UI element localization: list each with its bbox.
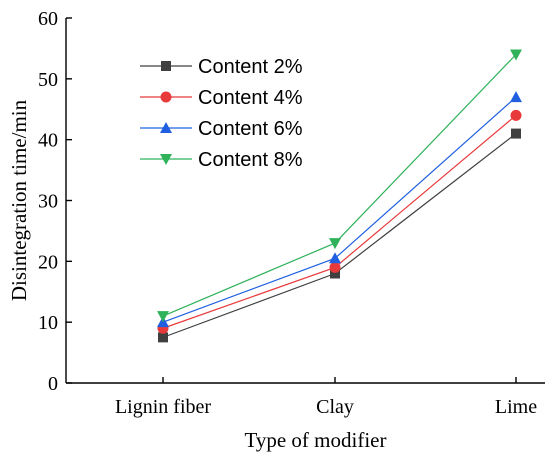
data-point <box>158 332 168 343</box>
legend: Content 2% Content 4% Content 6% Content 8% <box>140 56 303 171</box>
y-tick-label: 30 <box>38 191 58 213</box>
x-tick-label: Clay <box>316 396 354 418</box>
axes: 0 10 20 30 40 50 60 Lignin fiber Clay Lime <box>38 8 545 418</box>
legend-label: Content 8% <box>198 149 303 171</box>
y-axis-title: Disintegration time/min <box>7 99 31 301</box>
legend-label: Content 6% <box>198 118 303 140</box>
x-tick-label: Lignin fiber <box>115 396 211 418</box>
legend-marker <box>160 91 172 103</box>
legend-marker <box>160 122 172 133</box>
data-point <box>329 252 341 264</box>
legend-item: Content 4% <box>140 87 303 109</box>
data-point <box>510 91 522 103</box>
y-tick-label: 10 <box>38 312 58 334</box>
legend-marker <box>160 154 172 165</box>
series-2 <box>157 109 522 334</box>
legend-marker <box>161 61 171 71</box>
legend-item: Content 8% <box>140 149 303 171</box>
legend-label: Content 2% <box>198 56 303 78</box>
y-tick-label: 40 <box>38 130 58 152</box>
legend-item: Content 6% <box>140 118 303 140</box>
y-tick-label: 50 <box>38 69 58 91</box>
series-line <box>162 114 517 329</box>
data-point <box>330 268 340 279</box>
legend-label: Content 4% <box>198 87 303 109</box>
data-point <box>510 109 522 121</box>
series-layer <box>157 49 522 343</box>
data-point <box>329 238 341 250</box>
series-4 <box>157 49 522 323</box>
data-point <box>329 261 341 273</box>
x-axis-title: Type of modifier <box>245 428 387 452</box>
y-tick-label: 20 <box>38 251 58 273</box>
data-point <box>157 311 169 323</box>
x-tick-label: Lime <box>495 396 537 418</box>
data-point <box>511 128 521 139</box>
y-tick-label: 0 <box>48 373 58 395</box>
legend-item: Content 2% <box>140 56 303 78</box>
y-tick-label: 60 <box>38 8 58 30</box>
series-1 <box>158 128 521 343</box>
data-point <box>510 49 522 61</box>
